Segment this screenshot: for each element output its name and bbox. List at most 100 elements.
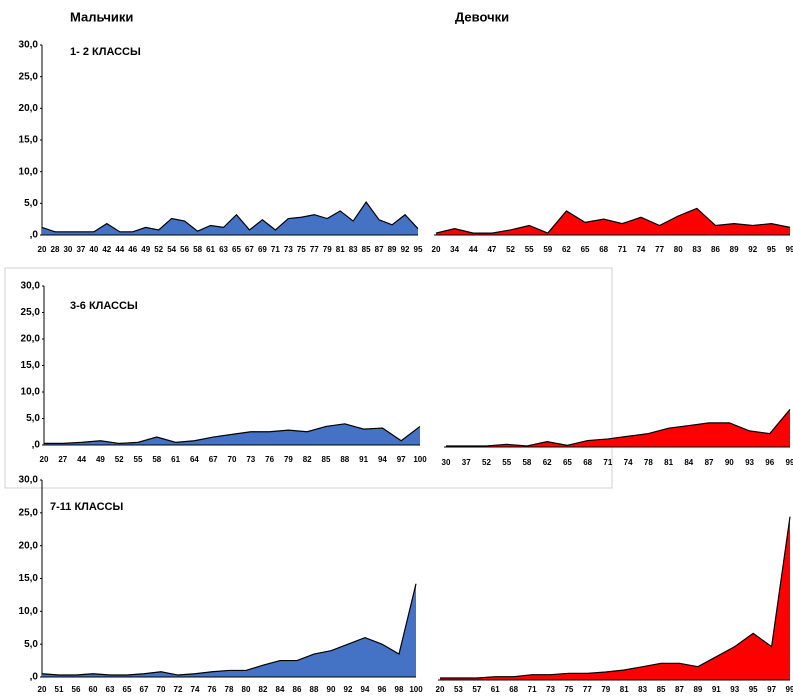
y-tick-label: 20,0 [21,334,41,345]
x-tick-label: 86 [711,245,720,254]
x-tick-label: 56 [72,685,81,694]
x-tick-label: 90 [725,458,734,467]
x-tick-label: 34 [450,245,459,254]
x-tick-label: 83 [638,685,647,694]
x-tick-label: 59 [543,245,552,254]
x-tick-label: 20 [40,455,49,464]
x-tick-label: 100 [409,685,423,694]
x-tick-label: 49 [96,455,105,464]
x-tick-label: 89 [730,245,739,254]
y-tick-label: 5,0 [26,413,40,424]
x-tick-label: 78 [644,458,653,467]
x-tick-label: 68 [599,245,608,254]
boys-header: Мальчики [70,9,133,24]
x-tick-label: 58 [152,455,161,464]
y-tick-label: 10,0 [21,387,41,398]
y-tick-label: 25,0 [19,71,39,82]
x-tick-label: 97 [397,455,406,464]
x-tick-label: 42 [102,245,111,254]
x-tick-label: 56 [180,245,189,254]
x-tick-label: 82 [259,685,268,694]
y-tick-label: 5,0 [24,639,38,650]
x-tick-label: 44 [77,455,86,464]
area-outline [435,207,791,234]
x-tick-label: 70 [157,685,166,694]
y-tick-label: 20,0 [19,103,39,114]
x-tick-label: 90 [327,685,336,694]
x-tick-label: 76 [208,685,217,694]
x-tick-label: 94 [361,685,370,694]
x-tick-label: 61 [206,245,215,254]
x-tick-label: 68 [509,685,518,694]
y-tick-label: 25,0 [19,507,39,518]
area-outline [44,423,421,445]
x-tick-label: 87 [705,458,714,467]
x-tick-label: 100 [413,455,427,464]
x-tick-label: 92 [344,685,353,694]
x-tick-label: 65 [581,245,590,254]
x-tick-label: 99 [786,245,793,254]
x-tick-label: 55 [134,455,143,464]
x-tick-label: 95 [767,245,776,254]
y-tick-label: 15,0 [19,135,39,146]
x-tick-label: 79 [601,685,610,694]
x-tick-label: 88 [310,685,319,694]
x-tick-label: 68 [583,458,592,467]
x-tick-label: 72 [174,685,183,694]
x-tick-label: 47 [487,245,496,254]
x-tick-label: 89 [693,685,702,694]
x-tick-label: 51 [55,685,64,694]
x-tick-label: 93 [745,458,754,467]
x-tick-label: 79 [323,245,332,254]
x-tick-label: 20 [432,245,441,254]
area-outline [41,583,417,676]
x-tick-label: 52 [115,455,124,464]
x-tick-label: 20 [38,245,47,254]
area-outline [440,516,791,679]
x-tick-label: 71 [603,458,612,467]
x-tick-label: 65 [563,458,572,467]
x-tick-label: 64 [190,455,199,464]
x-tick-label: 37 [462,458,471,467]
x-tick-label: 73 [284,245,293,254]
panel-title: 1- 2 КЛАССЫ [70,46,141,58]
x-tick-label: 91 [712,685,721,694]
x-tick-label: 85 [322,455,331,464]
x-tick-label: 95 [414,245,423,254]
x-tick-label: 84 [276,685,285,694]
y-tick-label: ,0 [30,230,39,241]
girls-header: Девочки [455,9,509,24]
x-tick-label: 62 [562,245,571,254]
x-tick-label: 81 [620,685,629,694]
area-outline [446,409,791,447]
y-tick-label: 15,0 [19,573,39,584]
x-tick-label: 80 [674,245,683,254]
x-tick-label: 84 [684,458,693,467]
x-tick-label: 70 [228,455,237,464]
x-tick-label: 73 [246,455,255,464]
y-tick-label: 25,0 [21,307,41,318]
x-tick-label: 82 [303,455,312,464]
x-tick-label: 87 [675,685,684,694]
x-tick-label: 55 [502,458,511,467]
x-tick-label: 40 [89,245,98,254]
x-tick-label: 92 [748,245,757,254]
x-tick-label: 89 [388,245,397,254]
y-tick-label: 30,0 [19,475,39,486]
y-tick-label: 30,0 [21,281,41,292]
panel-frame [4,267,613,489]
x-tick-label: 27 [58,455,67,464]
x-tick-label: 92 [401,245,410,254]
x-tick-label: 77 [655,245,664,254]
x-tick-label: 20 [436,685,445,694]
x-tick-label: 98 [395,685,404,694]
x-tick-label: 30 [442,458,451,467]
x-tick-label: 75 [564,685,573,694]
x-tick-label: 61 [491,685,500,694]
x-tick-label: 52 [482,458,491,467]
x-tick-label: 71 [271,245,280,254]
x-tick-label: 80 [242,685,251,694]
x-tick-label: 69 [258,245,267,254]
x-tick-label: 74 [624,458,633,467]
